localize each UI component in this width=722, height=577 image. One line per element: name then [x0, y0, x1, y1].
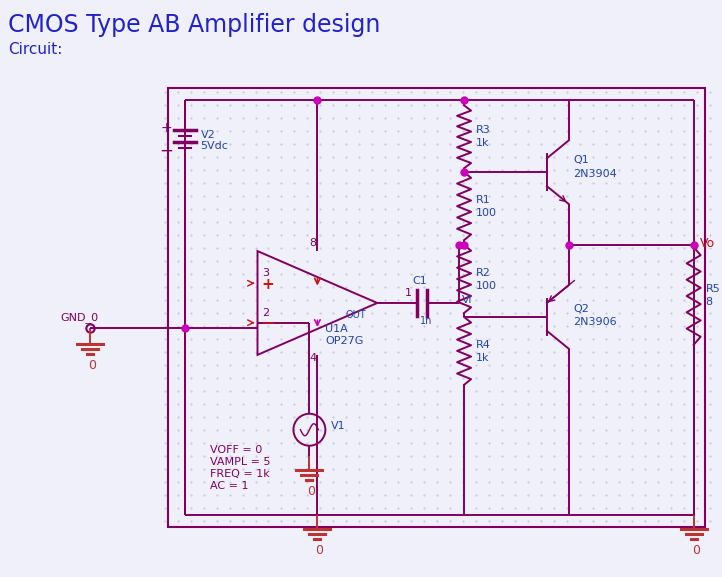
- Text: VOFF = 0: VOFF = 0: [209, 445, 262, 455]
- Text: 100: 100: [476, 208, 497, 218]
- Text: Circuit:: Circuit:: [8, 43, 62, 58]
- Text: AC = 1: AC = 1: [209, 481, 248, 490]
- Text: FREQ = 1k: FREQ = 1k: [209, 469, 269, 479]
- Text: C1: C1: [412, 276, 427, 286]
- Text: −: −: [260, 314, 275, 333]
- Text: U1A: U1A: [326, 324, 348, 334]
- Text: Vi: Vi: [462, 295, 473, 305]
- Text: R5: R5: [705, 284, 721, 294]
- Text: V1: V1: [331, 421, 346, 431]
- Text: 8: 8: [310, 238, 316, 248]
- Text: R4: R4: [476, 340, 491, 350]
- Text: CMOS Type AB Amplifier design: CMOS Type AB Amplifier design: [8, 13, 380, 36]
- Text: −: −: [160, 141, 173, 159]
- Text: R2: R2: [476, 268, 491, 278]
- Text: 0: 0: [88, 359, 96, 372]
- Text: VAMPL = 5: VAMPL = 5: [209, 456, 270, 467]
- Text: 0: 0: [692, 544, 700, 556]
- Text: OP27G: OP27G: [326, 336, 364, 346]
- Text: +: +: [161, 121, 173, 136]
- Text: Q2: Q2: [573, 304, 588, 314]
- Text: 1k: 1k: [476, 138, 490, 148]
- Text: 100: 100: [476, 281, 497, 291]
- Text: +: +: [261, 277, 274, 292]
- Text: 0: 0: [308, 485, 316, 497]
- Text: 2: 2: [263, 308, 269, 318]
- Text: Vo: Vo: [700, 237, 715, 250]
- Text: 3: 3: [263, 268, 269, 278]
- Text: 4: 4: [310, 353, 316, 363]
- Text: OUT: OUT: [345, 310, 366, 320]
- Text: R1: R1: [476, 195, 491, 205]
- Text: 1k: 1k: [476, 353, 490, 363]
- Text: 0: 0: [316, 544, 323, 556]
- Text: R3: R3: [476, 125, 491, 135]
- Text: 8: 8: [705, 297, 713, 307]
- Text: 2N3906: 2N3906: [573, 317, 617, 327]
- Text: 5Vdc: 5Vdc: [201, 141, 228, 151]
- Text: 1: 1: [405, 288, 412, 298]
- Text: 1n: 1n: [420, 316, 432, 326]
- Text: 2N3904: 2N3904: [573, 169, 617, 179]
- Text: V2: V2: [201, 130, 215, 140]
- Text: GND_0: GND_0: [60, 313, 98, 323]
- Text: Q1: Q1: [573, 155, 588, 165]
